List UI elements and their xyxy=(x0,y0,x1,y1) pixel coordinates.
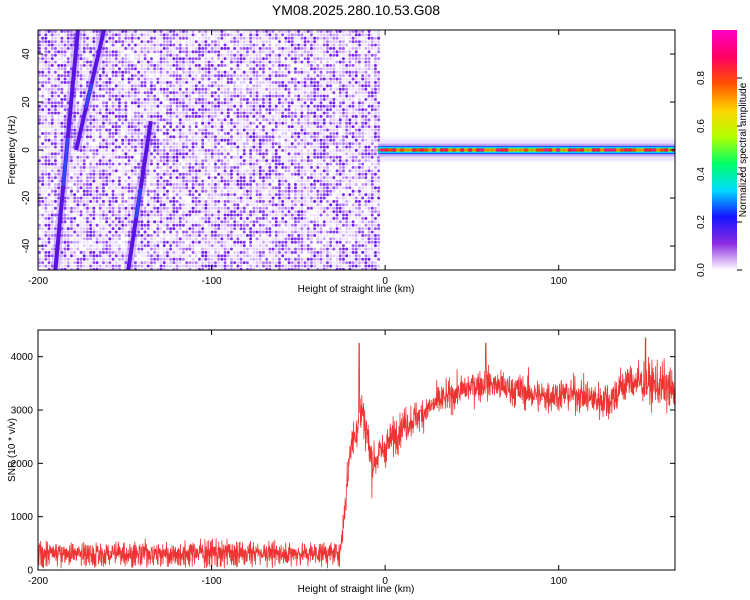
spectrogram-y-tick-label: -40 xyxy=(21,238,32,253)
snr-x-tick-label: -100 xyxy=(202,576,222,587)
tone-peaks xyxy=(379,148,675,152)
figure-title: YM08.2025.280.10.53.G08 xyxy=(272,2,440,18)
snr-ylabel: SNR (10 * v/v) xyxy=(7,418,18,482)
snr-y-tick-label: 1000 xyxy=(11,512,34,523)
spectrogram-y-tick-label: 20 xyxy=(21,96,32,108)
snr-plot-area xyxy=(38,330,675,570)
snr-x-tick-label: 100 xyxy=(550,576,567,587)
spectrogram-noise-cells xyxy=(38,30,381,270)
spectrogram-xlabel: Height of straight line (km) xyxy=(298,284,415,295)
snr-y-tick-label: 2000 xyxy=(11,459,34,470)
colorbar-ticks: 0.0 0.2 0.4 0.6 0.8 xyxy=(696,71,742,277)
colorbar-tick-label: 0.2 xyxy=(696,215,707,229)
spectrogram-x-tick-label: -200 xyxy=(28,276,48,287)
snr-y-tick-label: 0 xyxy=(27,566,33,577)
colorbar-tick-label: 0.8 xyxy=(696,71,707,85)
colorbar-tick-label: 0.4 xyxy=(696,167,707,181)
colorbar: 0.0 0.2 0.4 0.6 0.8 Normalized spectral ampl… xyxy=(696,30,749,277)
spectrogram-x-tick-label: 0 xyxy=(382,276,388,287)
spectrogram-x-tick-label: -100 xyxy=(202,276,222,287)
spectrogram-ylabel: Frequency (Hz) xyxy=(7,116,18,185)
colorbar-tick-label: 0.6 xyxy=(696,119,707,133)
snr-y-tick-label: 3000 xyxy=(11,406,34,417)
colorbar-bar xyxy=(712,30,737,270)
spectrogram-y-tick-label: -20 xyxy=(21,190,32,205)
spectrogram-y-tick-label: 0 xyxy=(21,147,32,153)
snr-series-line xyxy=(38,337,675,569)
colorbar-tick-label: 0.0 xyxy=(696,263,707,277)
spectrogram-streak-core xyxy=(62,137,70,187)
spectrogram-content xyxy=(38,30,675,270)
snr-x-tick-label: -200 xyxy=(28,576,48,587)
spectrogram-streak-core xyxy=(134,187,142,219)
snr-y-tick-label: 4000 xyxy=(11,352,34,363)
snr-x-tick-label: 0 xyxy=(382,576,388,587)
spectrogram-streak-core xyxy=(84,83,93,109)
spectrogram-x-tick-label: 100 xyxy=(550,276,567,287)
snr-frame xyxy=(37,329,676,571)
tone-center-line xyxy=(378,149,675,151)
spectrogram-y-tick-label: 40 xyxy=(21,48,32,60)
snr-xlabel: Height of straight line (km) xyxy=(298,584,415,595)
colorbar-label: Normalized spectral amplitude xyxy=(738,82,749,217)
